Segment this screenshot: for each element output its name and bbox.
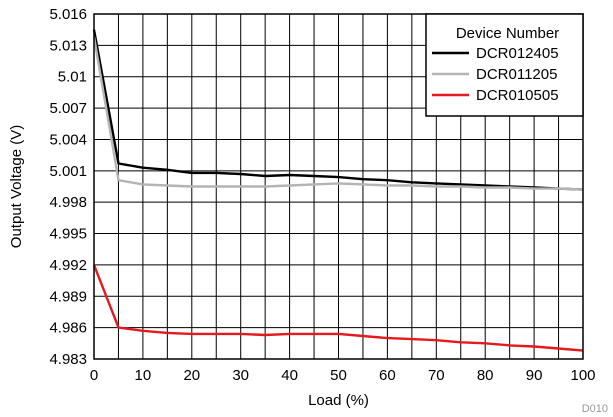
- x-tick-label: 40: [281, 367, 298, 384]
- x-tick-label: 20: [183, 367, 200, 384]
- plot-frame: [93, 13, 584, 360]
- y-tick-label: 4.986: [49, 320, 87, 337]
- x-tick-label: 10: [135, 367, 152, 384]
- y-tick-label: 4.995: [49, 226, 87, 243]
- x-axis-label: Load (%): [308, 392, 369, 409]
- legend: Device Number DCR012405 DCR011205 DCR01050…: [425, 13, 584, 117]
- x-tick-label: 90: [526, 367, 543, 384]
- series-line-dcr010505: [92, 264, 584, 352]
- legend-item-label: DCR010505: [476, 87, 559, 104]
- legend-box: [425, 13, 584, 117]
- y-tick-label: 5.013: [49, 37, 87, 54]
- y-axis-label: Output Voltage (V): [8, 125, 25, 248]
- y-tick-label: 5.001: [49, 163, 87, 180]
- y-tick-label: 4.989: [49, 288, 87, 305]
- x-tick-label: 100: [570, 367, 595, 384]
- y-tick-label: 4.992: [49, 257, 87, 274]
- series-lines: [92, 29, 584, 352]
- x-tick-label: 30: [232, 367, 249, 384]
- legend-item-label: DCR011205: [476, 66, 557, 83]
- y-tick-labels: 5.016 5.013 5.01 5.007 5.004 5.001 4.998 4.995 4…: [49, 6, 87, 368]
- figure-id: D010: [582, 403, 608, 415]
- y-tick-label: 5.016: [49, 6, 87, 23]
- y-tick-label: 5.004: [49, 131, 87, 148]
- y-tick-label: 4.998: [49, 194, 87, 211]
- x-tick-labels: 0 10 20 30 40 50 60 70 80 90 100: [90, 367, 596, 384]
- y-tick-label: 4.983: [49, 351, 87, 368]
- x-tick-label: 0: [90, 367, 98, 384]
- x-tick-label: 50: [330, 367, 347, 384]
- legend-item-label: DCR012405: [476, 45, 559, 62]
- y-tick-label: 5.007: [49, 100, 87, 117]
- x-tick-label: 80: [477, 367, 494, 384]
- series-line-dcr012405: [92, 29, 584, 191]
- x-tick-label: 70: [428, 367, 445, 384]
- series-line-dcr011205: [92, 36, 584, 191]
- legend-title: Device Number: [456, 25, 559, 42]
- y-tick-label: 5.01: [58, 69, 87, 86]
- x-tick-label: 60: [379, 367, 396, 384]
